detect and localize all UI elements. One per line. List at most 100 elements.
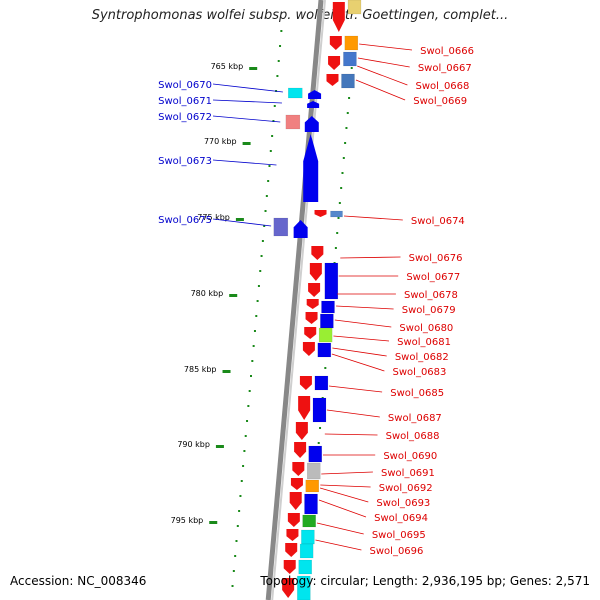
tick-mark xyxy=(267,180,270,182)
tick-mark xyxy=(268,165,271,167)
gene-label-right[interactable]: Swol_0667 xyxy=(418,63,472,74)
gene-leader-line xyxy=(316,522,364,535)
kbp-label: 785 kbp xyxy=(184,365,217,374)
tick-mark xyxy=(259,270,262,272)
gene-label-right[interactable]: Swol_0685 xyxy=(390,388,444,399)
gene-leader-line xyxy=(331,353,385,372)
tick-mark xyxy=(236,525,239,527)
gene-label-right[interactable]: Swol_0688 xyxy=(386,431,440,442)
kbp-tick xyxy=(209,521,218,524)
gene-label-right[interactable]: Swol_0676 xyxy=(409,253,463,264)
gene-label-right[interactable]: Swol_0668 xyxy=(416,81,470,92)
gene-label-right[interactable]: Swol_0680 xyxy=(399,323,453,334)
tick-mark xyxy=(232,570,235,572)
tick-mark xyxy=(334,247,337,249)
kbp-label: 790 kbp xyxy=(177,440,210,449)
kbp-label: 770 kbp xyxy=(204,137,237,146)
gene-label-right[interactable]: Swol_0694 xyxy=(374,513,428,524)
gene-leader-line xyxy=(326,409,380,418)
kbp-tick xyxy=(222,370,231,373)
gene-feature-box xyxy=(307,462,321,480)
tick-mark xyxy=(342,157,345,159)
gene-label-right[interactable]: Swol_0683 xyxy=(393,367,447,378)
gene-leader-line xyxy=(315,539,362,551)
gene-feature-box xyxy=(343,51,357,67)
gene-feature-reverse xyxy=(303,134,319,202)
gene-label-right[interactable]: Swol_0693 xyxy=(376,498,430,509)
tick-mark xyxy=(239,495,242,497)
gene-label-right[interactable]: Swol_0677 xyxy=(406,272,460,283)
gene-label-right[interactable]: Swol_0678 xyxy=(404,290,458,301)
gene-feature-forward xyxy=(299,376,312,390)
gene-label-left[interactable]: Swol_0670 xyxy=(158,80,212,91)
tick-mark xyxy=(256,300,259,302)
gene-label-right[interactable]: Swol_0682 xyxy=(395,352,449,363)
gene-feature-box xyxy=(285,114,301,130)
map-title: Syntrophomonas wolfei subsp. wolfei str.… xyxy=(91,8,509,23)
gene-label-left[interactable]: Swol_0672 xyxy=(158,112,212,123)
tick-mark xyxy=(246,420,249,422)
kbp-label: 780 kbp xyxy=(191,289,224,298)
kbp-tick xyxy=(215,445,224,448)
tick-mark xyxy=(279,45,282,47)
gene-leader-line xyxy=(328,385,383,393)
gene-feature-box xyxy=(302,514,316,528)
gene-label-right[interactable]: Swol_0690 xyxy=(383,451,437,462)
gene-feature-box xyxy=(312,397,327,423)
gene-leader-line xyxy=(357,65,408,86)
gene-leader-line xyxy=(332,347,387,357)
kbp-label: 765 kbp xyxy=(211,62,244,71)
gene-feature-forward xyxy=(309,263,322,281)
tick-mark xyxy=(234,555,237,557)
kbp-label: 775 kbp xyxy=(197,213,230,222)
gene-feature-box xyxy=(308,445,323,463)
gene-feature-box xyxy=(321,300,335,314)
gene-label-left[interactable]: Swol_0675 xyxy=(158,215,212,226)
gene-feature-box xyxy=(318,327,333,343)
gene-label-right[interactable]: Swol_0669 xyxy=(413,96,467,107)
tick-mark xyxy=(253,330,256,332)
tick-mark xyxy=(319,427,322,429)
kbp-tick xyxy=(235,218,244,221)
gene-feature-forward xyxy=(326,74,339,86)
gene-label-right[interactable]: Swol_0679 xyxy=(402,305,456,316)
gene-leader-line xyxy=(340,256,401,259)
tick-mark xyxy=(251,360,254,362)
kbp-tick xyxy=(249,67,258,70)
tick-mark xyxy=(317,442,320,444)
tick-mark xyxy=(240,480,243,482)
gene-feature-reverse xyxy=(304,116,319,132)
tick-mark xyxy=(337,217,340,219)
gene-label-left[interactable]: Swol_0673 xyxy=(158,156,212,167)
kbp-tick xyxy=(242,142,251,145)
gene-label-right[interactable]: Swol_0687 xyxy=(388,413,442,424)
gene-feature-forward xyxy=(298,396,311,420)
gene-label-right[interactable]: Swol_0674 xyxy=(411,216,465,227)
gene-feature-reverse xyxy=(308,90,322,99)
gene-feature-forward xyxy=(328,56,341,70)
gene-label-right[interactable]: Swol_0695 xyxy=(372,530,426,541)
gene-feature-box xyxy=(317,342,332,358)
tick-mark xyxy=(242,465,245,467)
gene-leader-line xyxy=(212,83,283,93)
gene-feature-box xyxy=(301,529,315,545)
tick-mark xyxy=(235,540,238,542)
gene-label-right[interactable]: Swol_0691 xyxy=(381,468,435,479)
gene-leader-line xyxy=(334,319,392,328)
gene-leader-line xyxy=(212,99,282,104)
gene-leader-line xyxy=(212,159,277,166)
tick-mark xyxy=(346,112,349,114)
tick-mark xyxy=(252,345,255,347)
gene-feature-box xyxy=(304,493,318,515)
tick-mark xyxy=(231,585,234,587)
gene-label-right[interactable]: Swol_0666 xyxy=(420,46,474,57)
gene-feature-forward xyxy=(304,327,317,339)
gene-leader-line xyxy=(324,433,378,436)
gene-label-right[interactable]: Swol_0681 xyxy=(397,337,451,348)
gene-label-right[interactable]: Swol_0692 xyxy=(379,483,433,494)
tick-mark xyxy=(257,285,260,287)
tick-mark xyxy=(238,510,241,512)
gene-label-left[interactable]: Swol_0671 xyxy=(158,96,212,107)
gene-feature-forward xyxy=(308,283,321,297)
gene-label-right[interactable]: Swol_0696 xyxy=(370,546,424,557)
